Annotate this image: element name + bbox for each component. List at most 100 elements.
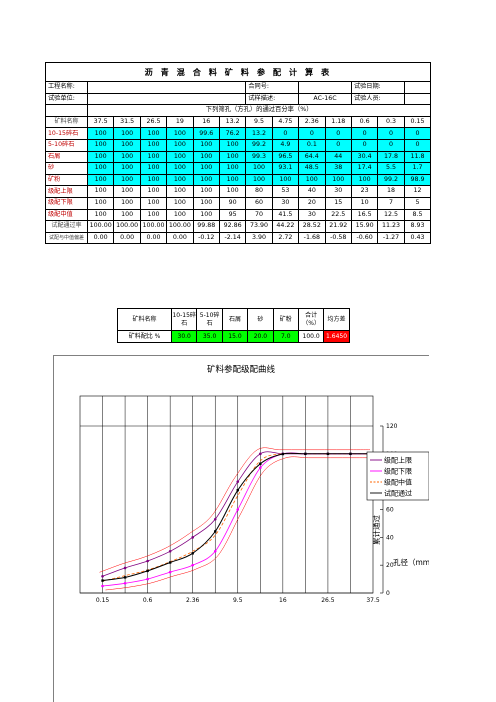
x-tick-label: 37.5 [366, 597, 380, 604]
value-cell: 1.7 [403, 162, 432, 175]
value-cell: 100.00 [86, 220, 115, 233]
value-cell: -0.60 [350, 231, 379, 245]
contract-value[interactable] [298, 81, 352, 94]
value-cell: 100 [113, 185, 141, 198]
value-cell: 64.4 [298, 150, 326, 164]
mix-value-cell[interactable]: 15.0 [221, 330, 249, 343]
value-cell: 44.22 [271, 220, 300, 233]
value-cell: 53 [271, 185, 300, 198]
mix-ratio-table: 矿料名称 10-15碎石 5-10碎石 石屑砂矿粉 合计（%） 均方差 矿料配比 % 3… [117, 308, 350, 343]
value-cell: 8.5 [403, 208, 432, 222]
legend-label: 级配中值 [384, 478, 412, 487]
sieve-size-cell: 2.36 [298, 115, 326, 129]
material-name-label: 矿料名称 [45, 115, 88, 129]
gradation-chart: 矿料参配级配曲线0204060801001200.150.62.369.5162… [79, 364, 429, 604]
value-cell: -0.12 [192, 231, 220, 245]
test-unit-value[interactable] [86, 92, 247, 106]
value-cell: 100 [113, 196, 141, 210]
value-cell: 12 [403, 185, 432, 198]
value-cell: 28.52 [298, 220, 326, 233]
value-cell: 5.5 [377, 162, 405, 175]
value-cell: 100 [86, 162, 115, 175]
mix-header-cell: 均方差 [323, 308, 350, 331]
mix-value-cell[interactable]: 30.0 [170, 330, 198, 343]
value-cell: -1.68 [298, 231, 326, 245]
blank-corner [45, 104, 88, 117]
sieve-size-cell: 4.75 [271, 115, 300, 129]
value-cell: 12.5 [377, 208, 405, 222]
value-cell: 80 [245, 185, 273, 198]
mix-value-cell[interactable]: 1.6450 [323, 330, 350, 343]
legend-label: 试配通过 [384, 489, 412, 498]
value-cell: 100 [192, 138, 220, 152]
value-cell: 48.5 [298, 162, 326, 175]
mix-value-cell[interactable]: 20.0 [247, 330, 274, 343]
test-date-value[interactable] [403, 81, 432, 94]
value-cell: 100 [218, 185, 247, 198]
table-row: 石屑 100 100 100 100 100 100 99.3 96.5 64.4 44 30.4 17… [45, 150, 432, 164]
mix-ratio-label: 矿料配比 % [117, 330, 172, 343]
sheet-title: 沥 青 混 合 料 矿 料 参 配 计 算 表 [44, 62, 432, 82]
data-point [326, 452, 330, 456]
data-point [101, 579, 104, 582]
legend-label: 级配上限 [384, 456, 412, 465]
value-cell: 100 [166, 196, 194, 210]
row-label: 级配上限 [45, 185, 88, 198]
value-cell: 70 [245, 208, 273, 222]
value-cell: 73.90 [245, 220, 273, 233]
x-tick-label: 26.5 [321, 597, 335, 604]
mix-header-row: 矿料名称 10-15碎石 5-10碎石 石屑砂矿粉 合计（%） 均方差 [117, 308, 350, 331]
value-cell: 0 [403, 138, 432, 152]
mix-value-cell[interactable]: 35.0 [196, 330, 223, 343]
value-cell: 100 [86, 138, 115, 152]
table-row: 5-10碎石 100 100 100 100 100 100 99.2 4.9 0.1 0 0 0 0 [45, 138, 432, 152]
value-cell: 0.00 [113, 231, 141, 245]
value-cell: 100 [166, 185, 194, 198]
value-cell: 100 [86, 150, 115, 164]
value-cell: 30 [271, 196, 300, 210]
project-value[interactable] [86, 81, 247, 94]
table-row: 10-15碎石 100 100 100 100 99.6 76.2 13.2 0 0 0 0 0 0 [45, 127, 432, 140]
value-cell: 0.00 [139, 231, 168, 245]
row-label: 级配下限 [45, 196, 88, 210]
data-point [168, 570, 172, 574]
mix-header-cell: 10-15碎石 [170, 308, 198, 331]
data-point [146, 577, 149, 581]
x-tick-label: 0.6 [143, 597, 153, 604]
x-tick-label: 0.15 [96, 597, 110, 604]
value-cell: 100 [350, 173, 379, 187]
value-cell: 100 [192, 173, 220, 187]
value-cell: -0.58 [324, 231, 352, 245]
value-cell: 15 [324, 196, 352, 210]
value-cell: 99.2 [245, 138, 273, 152]
value-cell: 100 [218, 162, 247, 175]
mix-value-cell[interactable]: 7.0 [272, 330, 299, 343]
data-point [281, 452, 285, 456]
value-cell: 0 [403, 127, 432, 140]
sieve-size-cell: 9.5 [245, 115, 273, 129]
value-cell: 100 [245, 173, 273, 187]
value-cell: 30 [298, 208, 326, 222]
sieve-size-cell: 0.15 [403, 115, 432, 129]
value-cell: 0 [350, 127, 379, 140]
project-label: 工程名称: [45, 81, 88, 94]
mix-value-cell[interactable]: 100.0 [297, 330, 325, 343]
x-axis-title: 孔径（mm） [393, 557, 429, 567]
value-cell: 100 [271, 173, 300, 187]
sample-desc-value[interactable]: AC-16C [298, 92, 352, 106]
value-cell: 11.8 [403, 150, 432, 164]
value-cell: 23 [350, 185, 379, 198]
data-point [146, 559, 149, 563]
data-point [214, 530, 217, 533]
data-point [101, 584, 104, 588]
tester-value[interactable] [403, 92, 432, 106]
value-cell: 99.6 [192, 127, 220, 140]
value-cell: 100 [192, 196, 220, 210]
y-tick-label: 0 [386, 590, 390, 597]
contract-label: 合同号: [245, 81, 300, 94]
data-point [349, 452, 352, 456]
value-cell: 15.90 [350, 220, 379, 233]
sieve-header: 下列筛孔（方孔）的通过百分率（%） [86, 104, 432, 117]
value-cell: 100 [113, 150, 141, 164]
value-cell: 100 [86, 173, 115, 187]
